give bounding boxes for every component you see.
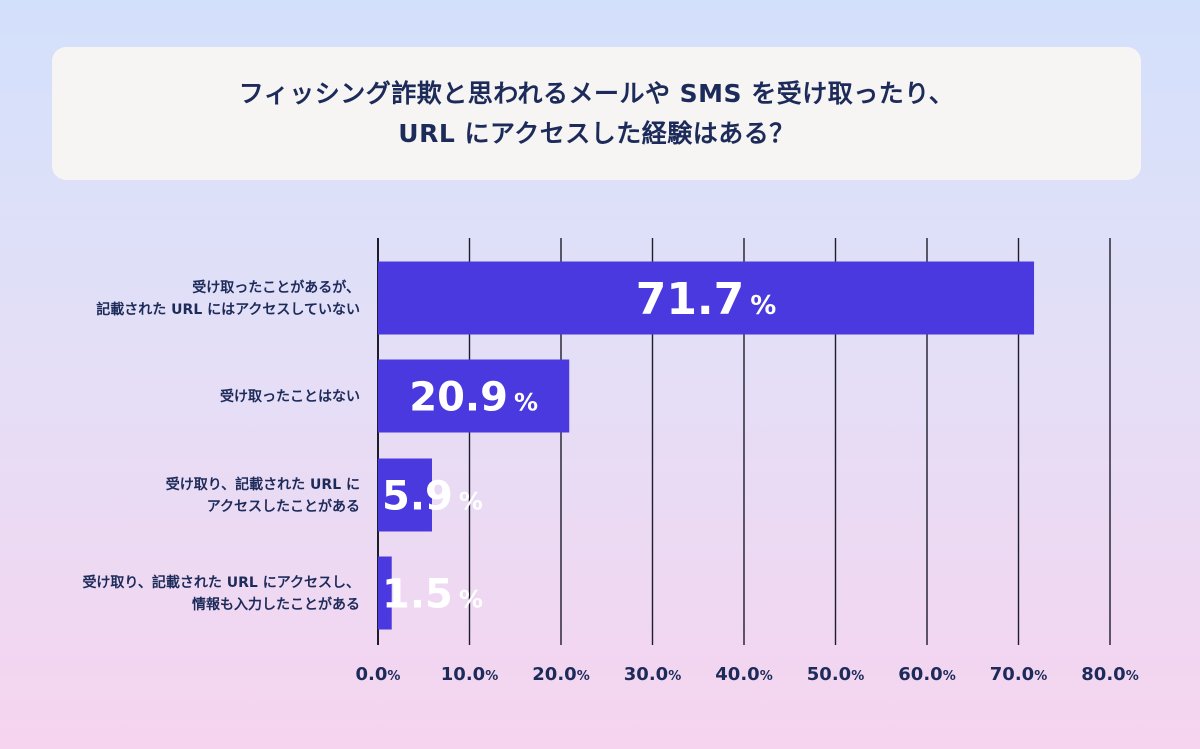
x-tick-label: 20.0% — [532, 664, 589, 685]
bar-value-label: 1.5% — [382, 571, 483, 617]
bar-value-label: 5.9% — [382, 473, 483, 519]
category-label: 受け取り、記載された URL にアクセスし、 — [82, 574, 360, 591]
title-card: フィッシング詐欺と思われるメールや SMS を受け取ったり、 URL にアクセス… — [52, 47, 1141, 180]
category-label: 記載された URL にはアクセスしていない — [96, 301, 360, 318]
category-label: 受け取り、記載された URL に — [166, 476, 360, 493]
category-label: 情報も入力したことがある — [192, 596, 360, 613]
x-tick-label: 40.0% — [715, 664, 772, 685]
x-tick-label: 70.0% — [990, 664, 1047, 685]
bar-value-label: 20.9% — [409, 374, 538, 420]
chart-title-line-2: URL にアクセスした経験はある？ — [398, 118, 795, 148]
x-tick-label: 30.0% — [624, 664, 681, 685]
bar — [378, 556, 392, 630]
chart-title-line-1: フィッシング詐欺と思われるメールや SMS を受け取ったり、 — [238, 78, 955, 108]
category-label: アクセスしたことがある — [207, 498, 360, 515]
bar — [378, 261, 1035, 335]
bar — [378, 458, 432, 532]
bar — [378, 359, 570, 433]
category-label: 受け取ったことはない — [220, 388, 360, 405]
x-tick-label: 60.0% — [898, 664, 955, 685]
bar-value-label: 71.7% — [636, 274, 777, 325]
x-tick-label: 0.0% — [356, 664, 401, 685]
x-tick-label: 80.0% — [1081, 664, 1138, 685]
x-tick-label: 50.0% — [807, 664, 864, 685]
x-tick-label: 10.0% — [441, 664, 498, 685]
category-label: 受け取ったことがあるが、 — [192, 279, 360, 296]
